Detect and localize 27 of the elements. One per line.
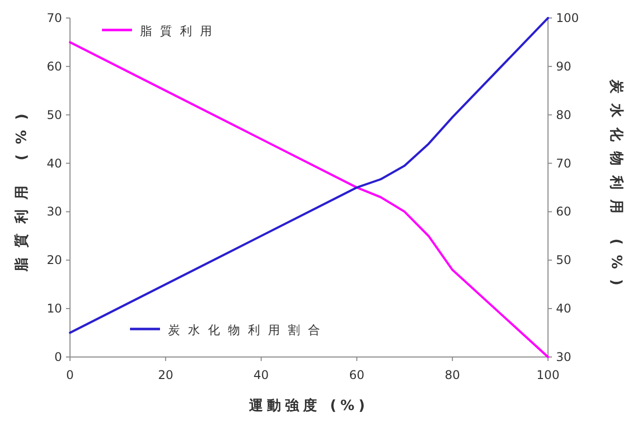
y-tick-label: 60 (46, 59, 62, 74)
y-tick-label: 10 (46, 302, 62, 316)
y-tick-label: 50 (46, 108, 62, 122)
y-tick-label: 20 (46, 253, 62, 268)
y-tick-label: 0 (54, 350, 62, 364)
y-tick-label: 40 (46, 156, 62, 170)
y-tick-label: 30 (46, 204, 62, 219)
x-tick-label: 40 (254, 368, 269, 382)
y2-tick-label: 50 (556, 253, 572, 268)
x-axis-title: 運動強度 (%) (248, 397, 369, 414)
legend-label: 脂質利用 (140, 24, 220, 38)
x-tick-label: 80 (444, 368, 460, 382)
x-tick-label: 60 (349, 368, 364, 382)
x-tick-label: 0 (66, 368, 74, 382)
y2-tick-label: 40 (556, 302, 572, 316)
legend-label: 炭水化物利用割合 (168, 323, 328, 337)
y2-tick-label: 90 (556, 59, 572, 74)
x-tick-label: 100 (536, 368, 560, 382)
y2-tick-label: 60 (556, 204, 572, 219)
y2-tick-label: 70 (556, 156, 572, 170)
y2-tick-label: 100 (556, 11, 579, 25)
y-tick-label: 70 (46, 11, 62, 25)
x-tick-label: 20 (158, 368, 174, 382)
y2-tick-label: 30 (556, 350, 572, 364)
y-axis-title: 脂質利用 (%) (13, 104, 30, 272)
y2-tick-label: 80 (556, 108, 572, 122)
y2-axis-title: 炭水化物利用 (%) (608, 78, 624, 296)
